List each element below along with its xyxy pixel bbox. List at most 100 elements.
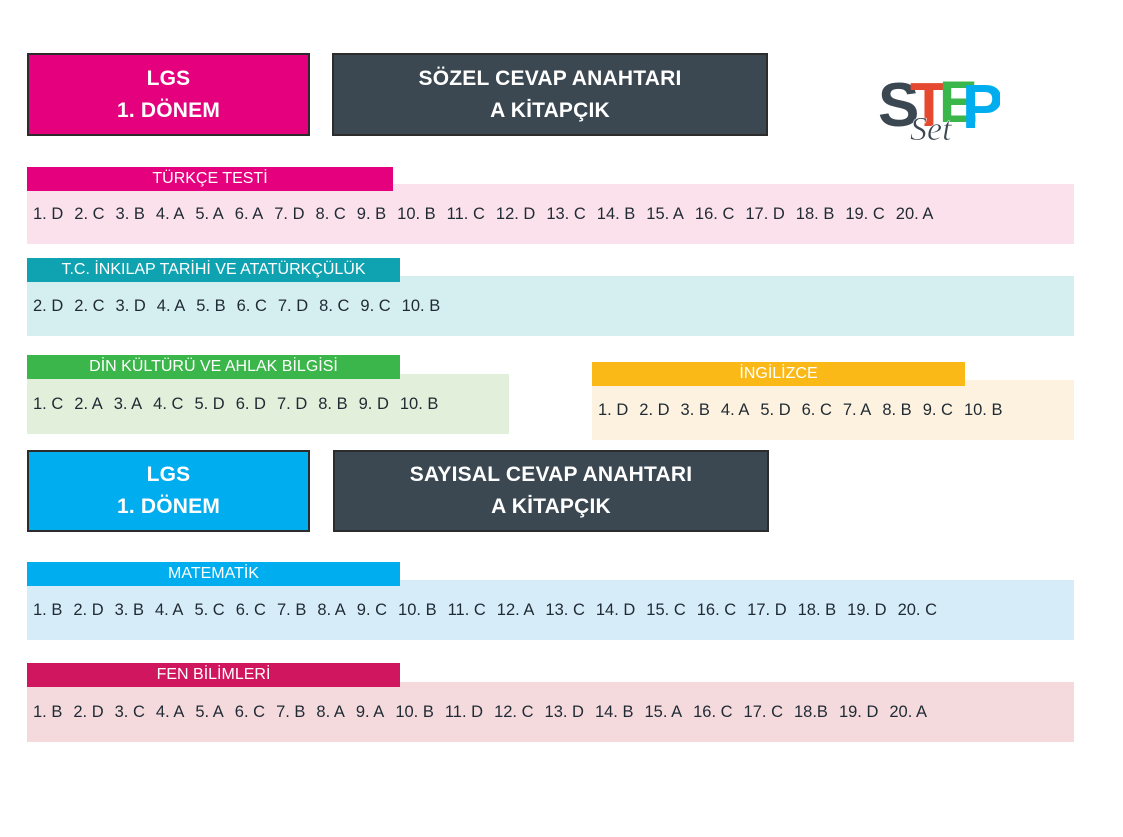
answer-item: 9. C <box>360 296 391 315</box>
answer-item: 5. B <box>196 296 226 315</box>
answer-item: 5. C <box>194 600 225 619</box>
answer-item: 15. C <box>646 600 686 619</box>
answer-item: 17. D <box>747 600 787 619</box>
answer-item: 8. B <box>882 400 912 419</box>
answer-item: 3. A <box>113 394 143 413</box>
answer-item: 1. B <box>33 600 63 619</box>
ingilizce-section-label: İNGİLİZCE <box>592 362 965 386</box>
answer-item: 14. D <box>595 600 636 619</box>
fen-section-label: FEN BİLİMLERİ <box>27 663 400 687</box>
answer-item: 1. D <box>33 204 64 223</box>
answer-item: 20. C <box>897 600 938 619</box>
answer-item: 9. D <box>358 394 389 413</box>
answer-item: 14. B <box>596 204 636 223</box>
answer-item: 11. C <box>446 204 485 223</box>
answer-item: 4. A <box>156 296 186 315</box>
turkce-answers-band: 1. D 2. C 3. B 4. A 5. A 6. A 7. D 8. C 9. B 10. … <box>27 184 1074 244</box>
answer-item: 5. D <box>194 394 225 413</box>
answer-item: 18.B <box>793 702 828 721</box>
logo-letter-t: T <box>910 71 948 140</box>
answer-item: 7. B <box>276 702 306 721</box>
step-set-logo: S T E P Set <box>878 70 1000 146</box>
answer-item: 13. C <box>545 600 585 619</box>
answer-key-title-box-bottom: SAYISAL CEVAP ANAHTARI A KİTAPÇIK <box>333 450 769 532</box>
answer-key-title: SÖZEL CEVAP ANAHTARI <box>418 66 682 90</box>
answer-item: 7. B <box>276 600 307 619</box>
logo-letter-e: E <box>939 70 978 135</box>
answer-item: 2. D <box>639 400 670 419</box>
term-label: 1. DÖNEM <box>116 98 221 122</box>
answer-item: 10. B <box>395 702 434 721</box>
answer-item: 6. C <box>236 296 267 315</box>
answer-item: 4. A <box>155 702 185 721</box>
answer-item: 7. D <box>277 296 309 315</box>
lgs-label: LGS <box>146 463 191 486</box>
answer-item: 15. A <box>646 204 684 223</box>
answer-item: 16. C <box>696 600 737 619</box>
answer-item: 20. A <box>895 204 934 223</box>
answer-item: 7. A <box>842 400 872 419</box>
answer-item: 9. A <box>355 702 385 721</box>
answer-item: 8. A <box>317 600 346 619</box>
answer-item: 10. B <box>963 400 1003 419</box>
answer-item: 6. C <box>234 702 266 721</box>
answer-item: 12. A <box>496 600 535 619</box>
answer-item: 7. D <box>274 204 305 223</box>
answer-item: 10. B <box>399 394 439 413</box>
answer-item: 2. D <box>33 296 64 315</box>
answer-item: 3. D <box>115 296 146 315</box>
answer-item: 11. C <box>447 600 486 619</box>
answer-item: 5. A <box>195 204 224 223</box>
answer-item: 10. B <box>397 204 436 223</box>
answer-item: 4. A <box>154 600 184 619</box>
din-answers-band: 1. C 2. A 3. A 4. C 5. D 6. D 7. D 8. B 9. D 10. … <box>27 374 509 434</box>
answer-item: 9. B <box>356 204 387 223</box>
answer-item: 16. C <box>693 702 733 721</box>
answer-item: 20. A <box>889 702 927 721</box>
answer-item: 1. C <box>33 394 64 413</box>
answer-item: 13. D <box>544 702 584 721</box>
answer-item: 17. D <box>745 204 785 223</box>
inkilap-answers-band: 2. D 2. C 3. D 4. A 5. B 6. C 7. D 8. C 9. C 10. … <box>27 276 1074 336</box>
answer-item: 2. D <box>73 702 104 721</box>
booklet-label: A KİTAPÇIK <box>491 495 611 518</box>
answer-item: 2. D <box>73 600 104 619</box>
answer-item: 7. D <box>276 394 308 413</box>
answer-item: 6. C <box>801 400 832 419</box>
answer-item: 3. C <box>114 702 145 721</box>
answer-item: 1. D <box>598 400 629 419</box>
answer-item: 5. A <box>195 702 224 721</box>
answer-item: 12. C <box>494 702 534 721</box>
answer-item: 5. D <box>760 400 791 419</box>
answer-item: 11. D <box>444 702 484 721</box>
answer-item: 12. D <box>495 204 536 223</box>
lgs-label: LGS <box>146 66 191 90</box>
inkilap-section-label: T.C. İNKILAP TARİHİ VE ATATÜRKÇÜLÜK <box>27 258 400 282</box>
answer-item: 2. C <box>74 204 105 223</box>
answer-item: 17. C <box>743 702 783 721</box>
answer-item: 19. C <box>845 204 885 223</box>
fen-answers-band: 1. B 2. D 3. C 4. A 5. A 6. C 7. B 8. A 9. A 10. … <box>27 682 1074 742</box>
answer-item: 6. D <box>235 394 266 413</box>
ingilizce-answers-band: 1. D 2. D 3. B 4. A 5. D 6. C 7. A 8. B 9. C 10. … <box>592 380 1074 440</box>
answer-item: 2. A <box>74 394 103 413</box>
answer-item: 10. B <box>398 600 437 619</box>
answer-item: 14. B <box>594 702 634 721</box>
answer-item: 6. C <box>235 600 266 619</box>
answer-item: 4. C <box>153 394 184 413</box>
matematik-answers-band: 1. B 2. D 3. B 4. A 5. C 6. C 7. B 8. A 9. C 10. … <box>27 580 1074 640</box>
answer-item: 8. C <box>319 296 350 315</box>
logo-script-set: Set <box>910 111 953 146</box>
matematik-section-label: MATEMATİK <box>27 562 400 586</box>
logo-letter-s: S <box>878 71 919 140</box>
answer-item: 3. B <box>114 600 144 619</box>
answer-item: 4. A <box>720 400 750 419</box>
answer-item: 1. B <box>33 702 63 721</box>
lgs-term-box-bottom: LGS 1. DÖNEM <box>27 450 310 532</box>
term-label: 1. DÖNEM <box>116 495 221 518</box>
answer-item: 15. A <box>644 702 683 721</box>
answer-item: 8. A <box>316 702 345 721</box>
answer-item: 19. D <box>847 600 887 619</box>
logo-letter-p: P <box>962 73 1000 142</box>
answer-item: 9. C <box>356 600 388 619</box>
